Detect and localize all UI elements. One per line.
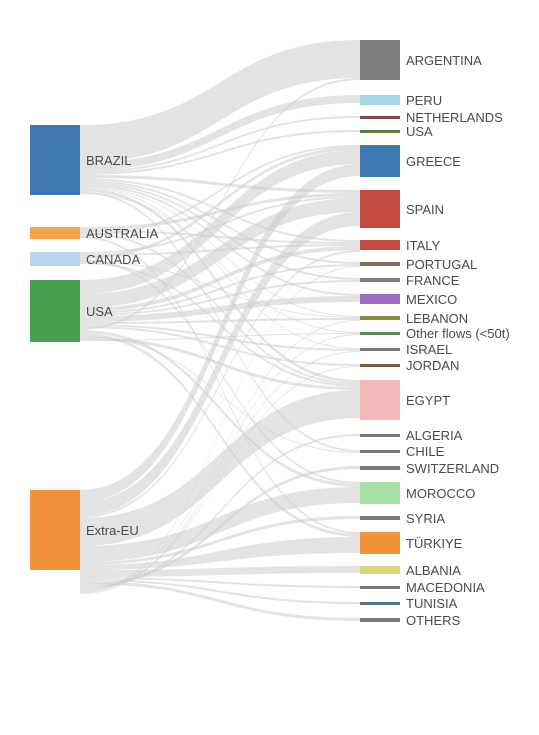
sankey-chart: BRAZIL AUSTRALIA CANADA USA Extra-EU ARGENTIN… [0,0,539,735]
target-label-otherflows: Other flows (<50t) [406,327,510,340]
target-node-greece [360,145,400,177]
target-node-netherlands [360,116,400,119]
source-label-brazil: BRAZIL [86,154,132,167]
target-label-switzerland: SWITZERLAND [406,462,499,475]
source-node-brazil [30,125,80,195]
target-node-peru [360,95,400,105]
target-node-algeria [360,434,400,437]
target-node-israel [360,348,400,351]
source-node-usa_src [30,280,80,342]
target-label-jordan: JORDAN [406,359,459,372]
target-label-spain: SPAIN [406,203,444,216]
target-label-algeria: ALGERIA [406,429,462,442]
target-label-macedonia: MACEDONIA [406,581,485,594]
source-node-australia [30,227,80,239]
target-label-mexico: MEXICO [406,293,457,306]
target-node-chile [360,450,400,453]
source-label-usa_src: USA [86,305,113,318]
target-node-switzerland [360,466,400,470]
source-label-extraeu: Extra-EU [86,524,139,537]
target-node-mexico [360,294,400,304]
target-node-macedonia [360,586,400,589]
target-node-syria [360,516,400,520]
target-label-portugal: PORTUGAL [406,258,477,271]
target-label-netherlands: NETHERLANDS [406,111,503,124]
target-node-lebanon [360,316,400,320]
target-node-italy [360,240,400,250]
target-label-usa_t: USA [406,125,433,138]
source-node-canada [30,252,80,266]
target-label-turkiye: TÜRKIYE [406,537,462,550]
target-label-argentina: ARGENTINA [406,54,482,67]
source-label-australia: AUSTRALIA [86,227,158,240]
target-node-morocco [360,482,400,504]
target-node-albania [360,566,400,574]
target-label-egypt: EGYPT [406,394,450,407]
target-label-morocco: MOROCCO [406,487,475,500]
target-node-others [360,618,400,622]
target-node-egypt [360,380,400,420]
target-node-portugal [360,262,400,266]
target-label-syria: SYRIA [406,512,445,525]
target-node-usa_t [360,130,400,133]
source-label-canada: CANADA [86,253,140,266]
target-label-greece: GREECE [406,155,461,168]
target-node-tunisia [360,602,400,605]
target-node-turkiye [360,532,400,554]
target-node-france [360,278,400,282]
target-node-jordan [360,364,400,367]
target-label-chile: CHILE [406,445,444,458]
target-node-argentina [360,40,400,80]
target-node-otherflows [360,332,400,335]
target-node-spain [360,190,400,228]
target-label-peru: PERU [406,94,442,107]
target-label-italy: ITALY [406,239,440,252]
target-label-albania: ALBANIA [406,564,461,577]
target-label-lebanon: LEBANON [406,312,468,325]
source-node-extraeu [30,490,80,570]
target-label-others: OTHERS [406,614,460,627]
target-label-france: FRANCE [406,274,459,287]
target-label-israel: ISRAEL [406,343,452,356]
target-label-tunisia: TUNISIA [406,597,457,610]
